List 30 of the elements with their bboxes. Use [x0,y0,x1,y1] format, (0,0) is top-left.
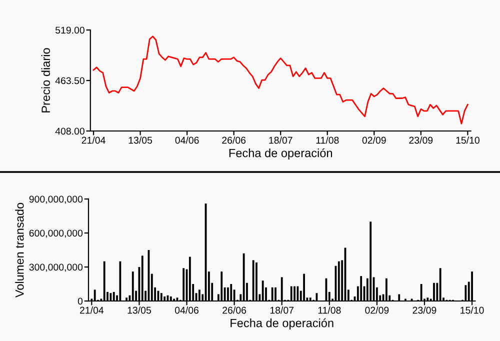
x-tick-label: 15/10 [460,306,484,314]
x-tick-label: 04/06 [174,306,198,314]
x-tick-label: 21/04 [80,306,104,314]
x-tick-label: 21/04 [82,136,106,144]
x-tick-label: 02/09 [365,306,389,314]
x-tick-label: 11/08 [316,136,339,144]
x-tick-label: 26/06 [222,306,246,314]
x-tick-label: 18/07 [269,136,292,144]
y-tick-label: 900,000,000 [29,196,83,204]
y-tick-label: 463.50 [55,77,84,84]
x-tick-label: 13/05 [128,306,151,314]
x-tick-label: 04/06 [175,136,199,144]
x-tick-label: 23/09 [409,136,433,144]
y-axis-title: Volumen transado [15,202,24,298]
x-tick-label: 23/09 [412,306,436,314]
y-tick-label: 0 [78,298,83,305]
x-tick-label: 15/10 [456,136,480,144]
x-tick-label: 26/06 [222,136,246,144]
x-tick-label: 11/08 [318,306,341,314]
line-series [92,36,468,124]
y-tick-label: 408.00 [55,128,84,135]
y-tick-label: 600,000,000 [29,230,83,238]
x-tick-label: 18/07 [270,306,294,314]
x-tick-label: 13/05 [128,136,152,144]
x-tick-label: 02/09 [362,136,386,144]
y-tick-label: 519.00 [56,26,84,34]
y-tick-label: 300,000,000 [29,264,83,272]
y-axis-title: Precio diario [41,48,50,112]
x-axis-title: Fecha de operación [230,318,334,330]
x-axis-title: Fecha de operación [229,148,332,160]
